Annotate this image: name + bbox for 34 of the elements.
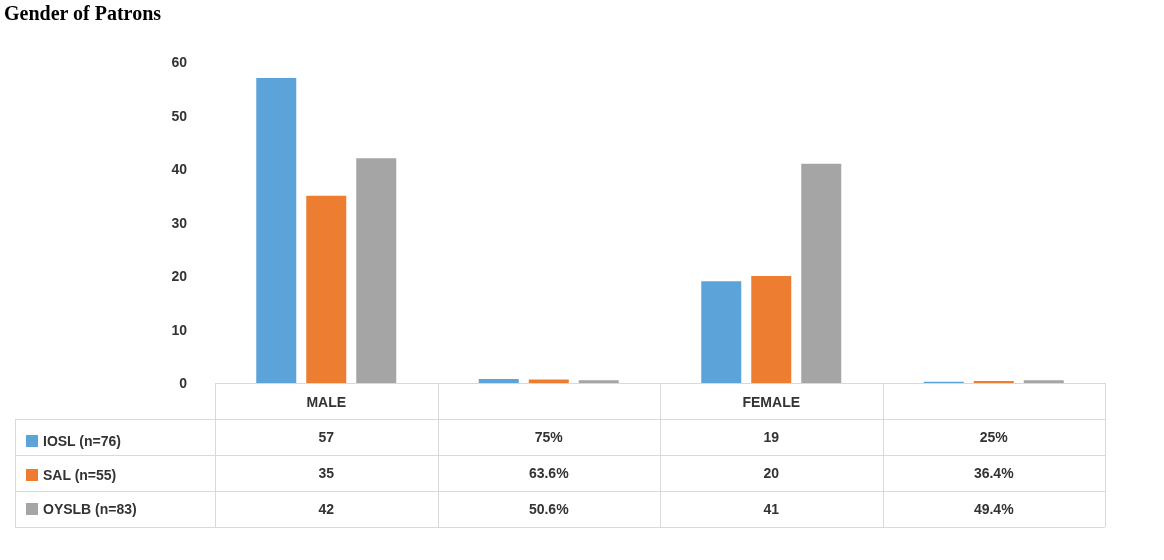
x-tick-label: MALE [306, 394, 347, 410]
bar [256, 78, 297, 383]
bar [701, 281, 742, 383]
data-label: 41 [762, 500, 781, 519]
y-tick-label: 0 [179, 375, 188, 391]
data-label: 36.4% [972, 464, 1015, 483]
y-tick-label: 40 [171, 161, 188, 177]
bar [751, 276, 792, 383]
legend-label: SAL (n=55) [43, 467, 117, 483]
x-tick-label: FEMALE [742, 394, 801, 410]
data-label: 49.4% [972, 500, 1015, 519]
data-label: 19 [762, 428, 781, 447]
bar [578, 380, 619, 383]
data-label: 63.6% [527, 464, 570, 483]
data-label: 57 [317, 428, 336, 447]
bar [1023, 380, 1064, 383]
data-label: 50.6% [527, 500, 570, 519]
bar [801, 163, 842, 383]
bar [478, 378, 519, 383]
bar [356, 158, 397, 383]
data-label: 42 [317, 500, 336, 519]
data-label: 75% [533, 428, 564, 447]
y-tick-label: 10 [171, 321, 188, 338]
y-tick-label: 30 [171, 214, 188, 231]
y-tick-label: 60 [171, 54, 188, 70]
data-label: 25% [978, 428, 1009, 447]
y-tick-label: 20 [171, 268, 188, 284]
legend-label: OYSLB (n=83) [43, 501, 137, 517]
data-label: 35 [317, 464, 336, 483]
legend-label: IOSL (n=76) [43, 433, 121, 449]
data-label: 20 [762, 464, 781, 483]
chart-title: Gender of Patrons [4, 2, 162, 25]
bar [306, 195, 347, 383]
y-tick-label: 50 [171, 107, 188, 124]
